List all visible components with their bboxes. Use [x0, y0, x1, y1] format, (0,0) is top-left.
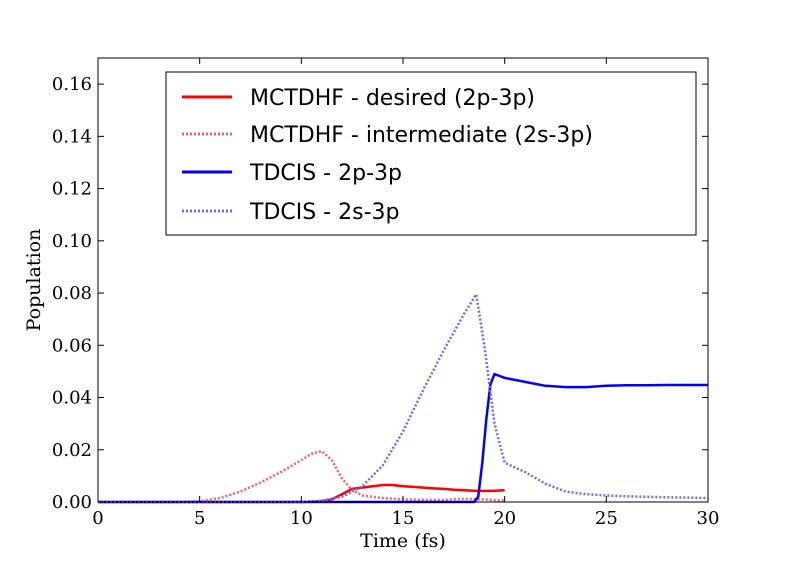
series-line-2 [98, 449, 505, 504]
plot-lines [98, 293, 709, 504]
legend-label-3: TDCIS - 2p-3p [249, 161, 402, 186]
series-line-4 [98, 293, 709, 504]
x-tick-label: 0 [92, 508, 103, 529]
x-tick-label: 30 [697, 508, 720, 529]
y-tick-label: 0.00 [52, 492, 92, 513]
x-tick-label: 25 [595, 508, 618, 529]
x-tick-label: 5 [194, 508, 205, 529]
legend: MCTDHF - desired (2p-3p) MCTDHF - interme… [165, 71, 697, 236]
x-tick-label: 15 [392, 508, 415, 529]
legend-label-2: MCTDHF - intermediate (2s-3p) [250, 123, 593, 148]
y-tick-label: 0.08 [52, 283, 92, 304]
y-tick-label: 0.04 [52, 388, 92, 409]
y-tick-label: 0.16 [52, 74, 92, 95]
y-tick-label: 0.10 [52, 231, 92, 252]
y-tick-label: 0.14 [52, 126, 92, 147]
legend-box [165, 71, 697, 236]
y-tick-label: 0.02 [52, 440, 92, 461]
y-tick-label: 0.12 [52, 179, 92, 200]
y-tick-label: 0.06 [52, 335, 92, 356]
axis-ticks: 0 5 10 15 20 25 30 0.00 0.02 0.04 0.06 0.08 0.10 0.12… [52, 58, 720, 529]
series-line-3 [98, 372, 708, 504]
legend-label-1: MCTDHF - desired (2p-3p) [250, 86, 535, 111]
y-axis-title: Population [23, 229, 45, 332]
legend-label-4: TDCIS - 2s-3p [249, 200, 399, 225]
x-tick-label: 20 [493, 508, 516, 529]
x-axis-title: Time (fs) [360, 530, 446, 552]
x-tick-label: 10 [290, 508, 313, 529]
